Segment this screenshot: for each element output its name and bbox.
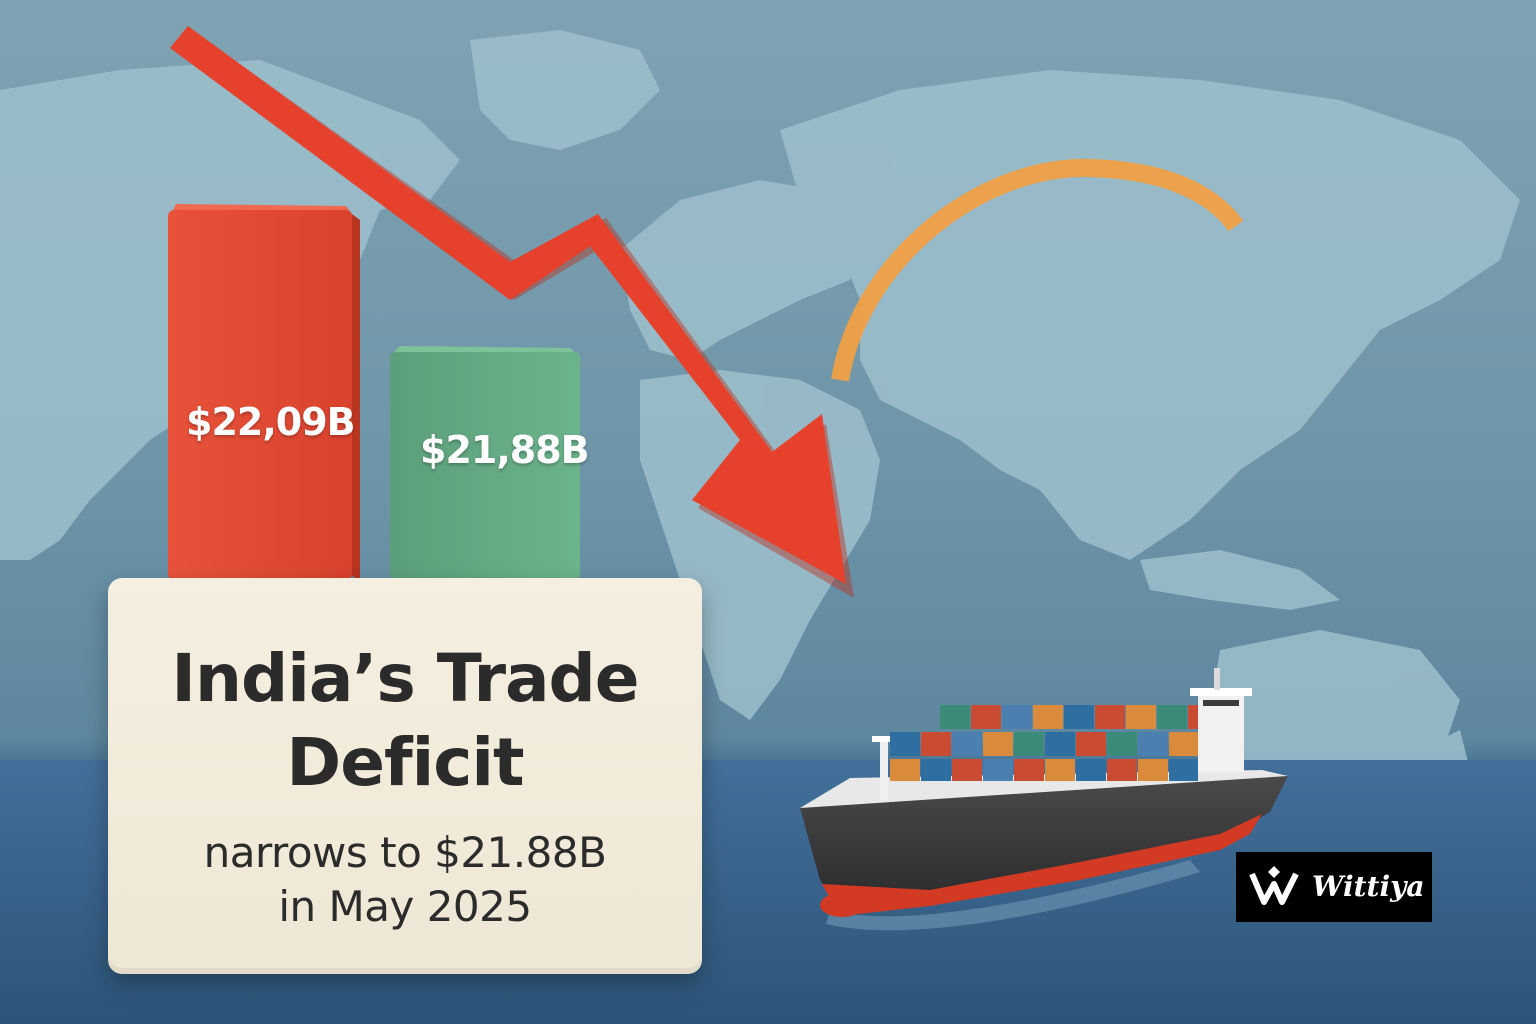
- bar-previous: [168, 204, 360, 580]
- map-greenland: [470, 30, 660, 150]
- ship-keel: [822, 814, 1262, 916]
- headline-subtitle-line1: narrows to $21.88B: [203, 828, 607, 877]
- headline-card: India’s Trade Deficit narrows to $21.88B…: [108, 578, 702, 974]
- headline-title-line1: India’s Trade: [171, 640, 639, 717]
- brand-logo: Wittiya: [1236, 852, 1432, 922]
- map-australia: [1210, 630, 1460, 790]
- bar-previous-label: $22,09B: [186, 400, 356, 444]
- bar-current: [390, 346, 580, 580]
- headline-subtitle-line2: in May 2025: [278, 882, 532, 931]
- container-stack: [890, 705, 1198, 781]
- map-europe: [620, 180, 860, 360]
- trade-route-arc: [831, 158, 1244, 382]
- bar-current-label: $21,88B: [420, 428, 590, 472]
- cargo-ship: [800, 668, 1288, 931]
- map-islands: [1140, 550, 1340, 610]
- ship-hull: [800, 776, 1288, 910]
- downtrend-arrow: [170, 26, 854, 598]
- logo-text: Wittiya: [1312, 870, 1425, 903]
- logo-mark-icon: [1249, 866, 1299, 905]
- headline-title-line2: Deficit: [286, 724, 524, 801]
- map-asia: [780, 70, 1520, 560]
